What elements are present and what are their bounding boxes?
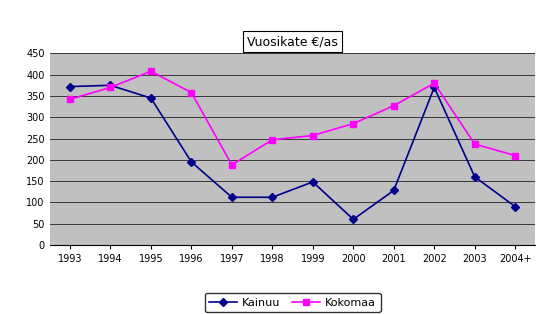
Kainuu — [471, 175, 478, 179]
Kokomaa — [188, 91, 195, 95]
Kainuu — [107, 84, 114, 87]
Kokomaa — [471, 142, 478, 146]
Kainuu — [188, 160, 195, 164]
Kokomaa — [229, 163, 235, 167]
Kainuu — [147, 96, 154, 100]
Kokomaa — [431, 81, 438, 85]
Kokomaa — [269, 138, 275, 142]
Kokomaa — [147, 69, 154, 73]
Kokomaa — [350, 122, 357, 126]
Legend: Kainuu, Kokomaa: Kainuu, Kokomaa — [205, 293, 380, 312]
Kainuu — [512, 205, 518, 208]
Kokomaa — [107, 85, 114, 89]
Kainuu — [67, 85, 73, 89]
Kainuu — [269, 195, 275, 199]
Kainuu — [350, 218, 357, 221]
Kainuu — [390, 188, 397, 192]
Kokomaa — [390, 104, 397, 108]
Kainuu — [431, 85, 438, 89]
Kainuu — [310, 180, 316, 184]
Kokomaa — [310, 134, 316, 138]
Line: Kainuu: Kainuu — [67, 83, 518, 222]
Title: Vuosikate €/as: Vuosikate €/as — [247, 35, 338, 48]
Kokomaa — [67, 97, 73, 101]
Kainuu — [229, 195, 235, 199]
Line: Kokomaa: Kokomaa — [66, 68, 519, 168]
Kokomaa — [512, 154, 518, 157]
